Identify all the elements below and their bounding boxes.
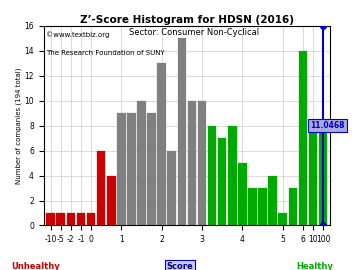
Bar: [188, 101, 196, 225]
Bar: [198, 101, 206, 225]
Bar: [288, 188, 297, 225]
Text: 11.0468: 11.0468: [310, 121, 345, 130]
Bar: [117, 113, 126, 225]
Bar: [218, 138, 226, 225]
Bar: [107, 176, 116, 225]
Bar: [137, 101, 146, 225]
Text: Healthy: Healthy: [297, 262, 333, 270]
Text: Score: Score: [167, 262, 193, 270]
Bar: [127, 113, 136, 225]
Bar: [319, 126, 327, 225]
Bar: [248, 188, 257, 225]
Bar: [167, 151, 176, 225]
Bar: [268, 176, 277, 225]
Bar: [77, 213, 85, 225]
Bar: [258, 188, 267, 225]
Bar: [157, 63, 166, 225]
Bar: [278, 213, 287, 225]
Bar: [299, 51, 307, 225]
Bar: [57, 213, 65, 225]
Title: Z’-Score Histogram for HDSN (2016): Z’-Score Histogram for HDSN (2016): [80, 15, 294, 25]
Text: ©www.textbiz.org: ©www.textbiz.org: [46, 32, 110, 38]
Bar: [46, 213, 55, 225]
Bar: [97, 151, 105, 225]
Bar: [228, 126, 237, 225]
Bar: [87, 213, 95, 225]
Bar: [147, 113, 156, 225]
Text: The Research Foundation of SUNY: The Research Foundation of SUNY: [46, 50, 165, 56]
Bar: [208, 126, 216, 225]
Y-axis label: Number of companies (194 total): Number of companies (194 total): [15, 68, 22, 184]
Bar: [238, 163, 247, 225]
Bar: [67, 213, 75, 225]
Text: Sector: Consumer Non-Cyclical: Sector: Consumer Non-Cyclical: [129, 28, 260, 37]
Text: Unhealthy: Unhealthy: [12, 262, 60, 270]
Bar: [177, 38, 186, 225]
Bar: [309, 126, 317, 225]
